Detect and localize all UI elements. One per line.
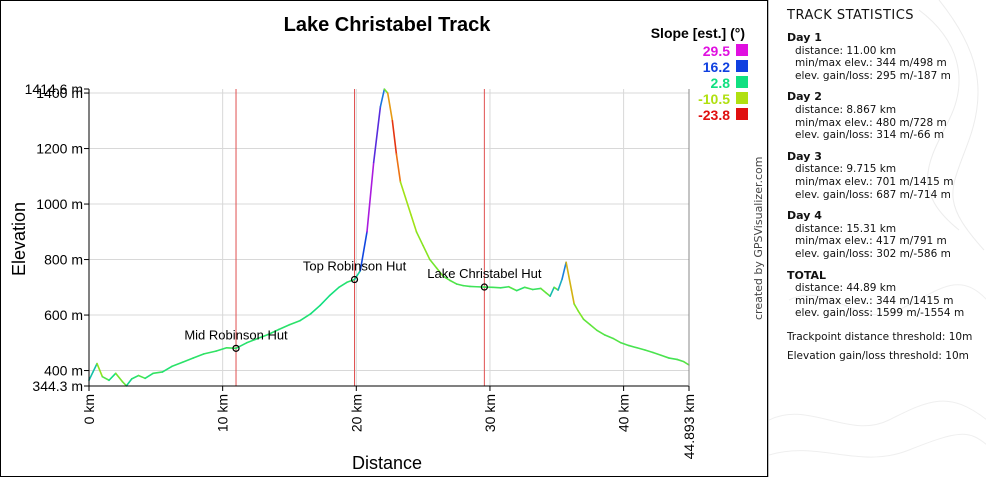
elevation-segment — [493, 287, 501, 288]
x-tick-label: 44.893 km — [681, 394, 697, 459]
x-tick-label: 30 km — [482, 394, 498, 432]
legend-swatch — [736, 44, 748, 56]
stats-line: distance: 9.715 km — [787, 163, 983, 176]
x-tick-label: 10 km — [215, 394, 231, 432]
stats-line: elev. gain/loss: 1599 m/-1554 m — [787, 307, 983, 320]
legend-label: 2.8 — [711, 75, 731, 91]
stats-line: elev. gain/loss: 302 m/-586 m — [787, 248, 983, 261]
credit-text: created by GPSVisualizer.com — [752, 157, 765, 320]
legend-title: Slope [est.] (°) — [651, 25, 745, 41]
stats-heading: TRACK STATISTICS — [787, 8, 914, 23]
x-tick-label: 20 km — [348, 394, 364, 432]
y-tick-label: 400 m — [44, 363, 83, 379]
legend-label: 29.5 — [703, 43, 730, 59]
stats-line: min/max elev.: 344 m/498 m — [787, 57, 983, 70]
y-tick-label: 1000 m — [36, 196, 83, 212]
waypoint-label: Mid Robinson Hut — [184, 327, 288, 342]
stats-threshold-note: Elevation gain/loss threshold: 10m — [787, 348, 983, 365]
stats-day-title: Day 2 — [787, 91, 983, 104]
legend-label: -23.8 — [698, 107, 730, 123]
stats-day-title: Day 1 — [787, 32, 983, 45]
x-tick-label: 0 km — [81, 394, 97, 424]
legend-label: 16.2 — [703, 59, 730, 75]
stats-line: min/max elev.: 480 m/728 m — [787, 117, 983, 130]
legend-label: -10.5 — [698, 91, 730, 107]
waypoint-label: Top Robinson Hut — [303, 259, 407, 274]
legend-swatch — [736, 108, 748, 120]
chart-title: Lake Christabel Track — [284, 14, 492, 36]
y-axis-title: Elevation — [9, 202, 29, 276]
y-tick-label: 600 m — [44, 307, 83, 323]
waypoint-label: Lake Christabel Hut — [427, 266, 542, 281]
y-tick-label: 800 m — [44, 252, 83, 268]
elevation-segment — [463, 286, 470, 287]
legend-swatch — [736, 60, 748, 72]
y-tick-label: 1400 m — [36, 85, 83, 101]
y-tick-label: 1200 m — [36, 141, 83, 157]
stats-line: distance: 8.867 km — [787, 104, 983, 117]
legend-swatch — [736, 92, 748, 104]
stats-line: min/max elev.: 417 m/791 m — [787, 235, 983, 248]
elevation-segment — [533, 288, 541, 289]
stats-line: distance: 44.89 km — [787, 282, 983, 295]
stats-line: elev. gain/loss: 314 m/-66 m — [787, 129, 983, 142]
x-axis-title: Distance — [352, 453, 422, 473]
x-tick-label: 40 km — [616, 394, 632, 432]
elevation-segment — [227, 348, 236, 349]
stats-line: distance: 15.31 km — [787, 223, 983, 236]
y-tick-label: 344.3 m — [32, 378, 83, 394]
plot-area — [89, 89, 689, 386]
stats-line: min/max elev.: 701 m/1415 m — [787, 176, 983, 189]
stats-line: elev. gain/loss: 687 m/-714 m — [787, 189, 983, 202]
stats-day-title: Day 4 — [787, 210, 983, 223]
stats-line: elev. gain/loss: 295 m/-187 m — [787, 70, 983, 83]
stats-day-title: TOTAL — [787, 270, 983, 283]
stats-threshold-note: Trackpoint distance threshold: 10m — [787, 329, 983, 346]
stats-line: min/max elev.: 344 m/1415 m — [787, 295, 983, 308]
legend-swatch — [736, 76, 748, 88]
stats-day-title: Day 3 — [787, 151, 983, 164]
stats-line: distance: 11.00 km — [787, 45, 983, 58]
elevation-segment — [501, 287, 509, 288]
